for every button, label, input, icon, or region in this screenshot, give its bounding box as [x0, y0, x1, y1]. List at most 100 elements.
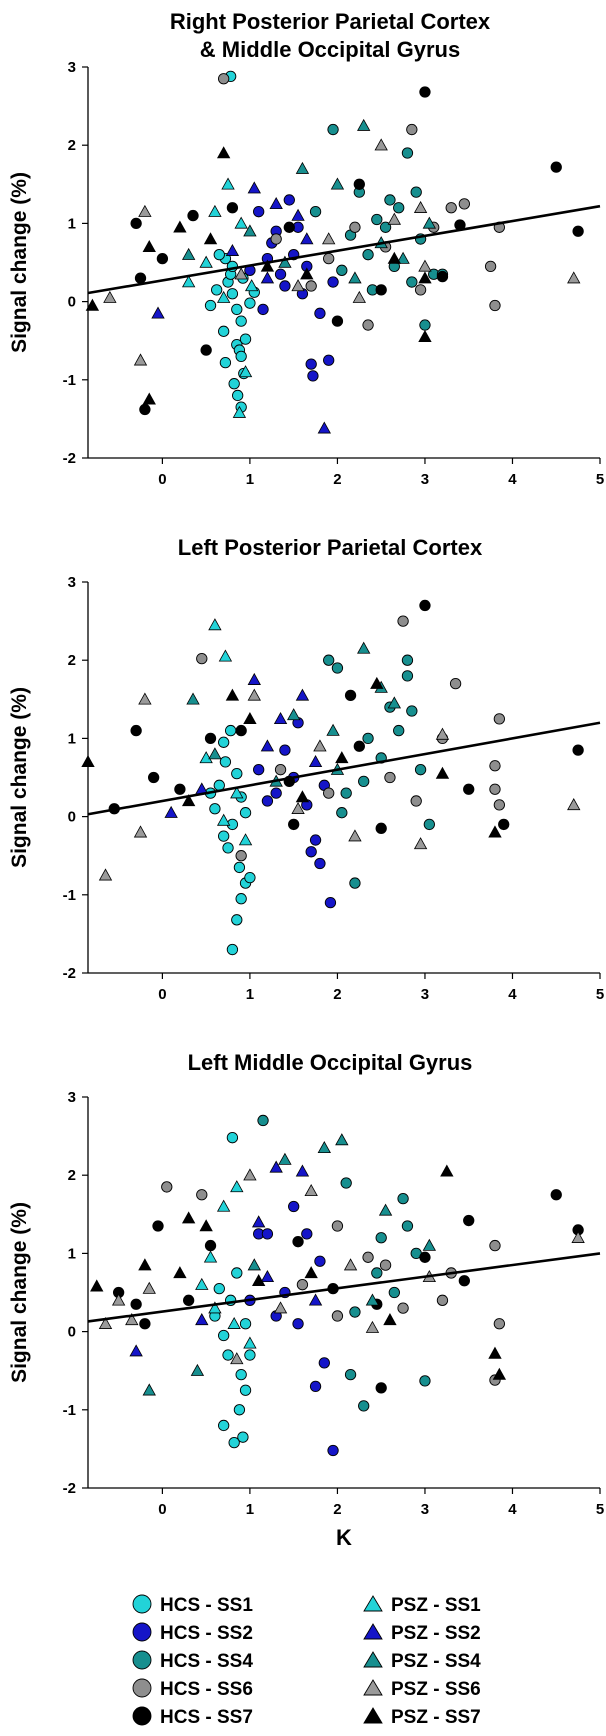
- data-point: [283, 194, 295, 206]
- data-point: [225, 688, 240, 701]
- data-point: [362, 249, 374, 261]
- data-point: [413, 837, 428, 850]
- data-point: [317, 1141, 331, 1154]
- x-tick-label: 4: [508, 471, 517, 488]
- legend-label: HCS - SS2: [160, 1623, 253, 1644]
- x-tick-label: 4: [508, 1501, 517, 1518]
- data-point: [273, 712, 288, 725]
- data-point: [218, 325, 230, 337]
- x-tick-label: 3: [421, 471, 429, 488]
- data-point: [340, 787, 352, 799]
- y-tick-label: 2: [68, 1167, 76, 1184]
- panel-2: Left Posterior Parietal Cortex -2 -1 0 1 2 3 0 1…: [8, 535, 604, 1003]
- legend-marker: [132, 1706, 152, 1726]
- data-point: [498, 818, 510, 831]
- y-tick-label: -1: [63, 1402, 76, 1419]
- data-point: [230, 1352, 244, 1365]
- data-point: [187, 209, 199, 222]
- data-point: [349, 221, 361, 233]
- data-point: [365, 1320, 380, 1333]
- data-point: [181, 275, 196, 288]
- legend-marker: [363, 1651, 383, 1668]
- data-point: [230, 786, 244, 799]
- data-point: [203, 232, 218, 245]
- data-point: [343, 1258, 358, 1271]
- y-tick-label: -1: [63, 887, 76, 904]
- data-point: [493, 799, 506, 811]
- data-point: [279, 744, 291, 756]
- data-point: [331, 1310, 344, 1322]
- data-point: [243, 1336, 257, 1349]
- data-point: [231, 914, 243, 926]
- data-point: [269, 1160, 283, 1173]
- data-point: [164, 805, 178, 818]
- data-point: [243, 712, 257, 725]
- data-point: [218, 830, 230, 842]
- data-point: [458, 198, 470, 210]
- data-point: [221, 177, 235, 190]
- data-point: [138, 1258, 152, 1271]
- data-point: [378, 1203, 393, 1216]
- data-point: [375, 1232, 387, 1244]
- data-point: [296, 1279, 309, 1291]
- data-point: [340, 1177, 352, 1189]
- data-points: [85, 70, 584, 434]
- data-point: [397, 1302, 409, 1314]
- data-point: [410, 795, 422, 807]
- data-point: [492, 1367, 507, 1380]
- data-point: [111, 1293, 126, 1306]
- axes: -2 -1 0 1 2 3 0 1 2 3 4 5: [63, 1089, 605, 1518]
- legend-marker: [132, 1678, 152, 1698]
- regression-line: [87, 1252, 601, 1323]
- data-point: [324, 896, 337, 909]
- data-point: [413, 200, 428, 213]
- data-point: [327, 1444, 339, 1457]
- data-point: [269, 197, 283, 210]
- data-point: [393, 202, 405, 214]
- data-point: [291, 208, 305, 221]
- data-point: [200, 344, 212, 356]
- x-tick-label: 4: [508, 986, 517, 1003]
- data-point: [278, 255, 292, 268]
- axes: -2 -1 0 1 2 3 0 1 2 3 4 5: [63, 59, 605, 488]
- data-point: [90, 1279, 104, 1292]
- data-point: [387, 212, 402, 225]
- data-point: [204, 299, 217, 312]
- y-tick-label: 2: [68, 652, 76, 669]
- legend-marker: [363, 1595, 383, 1612]
- data-point: [292, 1318, 304, 1330]
- data-point: [239, 807, 252, 819]
- x-tick-label: 0: [158, 1501, 166, 1518]
- x-tick-label: 2: [333, 471, 341, 488]
- data-point: [449, 678, 462, 690]
- data-point: [125, 1313, 139, 1326]
- legend-label: PSZ - SS7: [391, 1707, 481, 1728]
- legend-label: HCS - SS7: [160, 1707, 253, 1728]
- data-point: [139, 1318, 151, 1330]
- data-point: [300, 267, 314, 280]
- legend-marker: [132, 1594, 152, 1614]
- data-point: [130, 217, 142, 230]
- data-point: [103, 290, 117, 303]
- data-point: [181, 1211, 196, 1224]
- data-point: [216, 1199, 231, 1212]
- data-point: [142, 1383, 156, 1396]
- chart-title-line: & Middle Occipital Gyrus: [200, 37, 460, 62]
- data-point: [419, 1375, 431, 1387]
- y-tick-label: 0: [68, 294, 76, 311]
- data-point: [219, 356, 232, 369]
- data-point: [270, 233, 282, 245]
- data-point: [152, 1220, 164, 1232]
- data-point: [567, 271, 581, 284]
- data-point: [211, 284, 223, 296]
- data-point: [493, 713, 506, 725]
- data-point: [203, 1250, 218, 1263]
- data-point: [235, 315, 247, 327]
- data-point: [493, 1318, 506, 1330]
- data-point: [173, 220, 187, 233]
- data-point: [436, 1294, 449, 1306]
- data-point: [213, 1282, 225, 1295]
- data-point: [235, 724, 247, 737]
- data-point: [225, 243, 240, 256]
- data-point: [304, 1184, 318, 1197]
